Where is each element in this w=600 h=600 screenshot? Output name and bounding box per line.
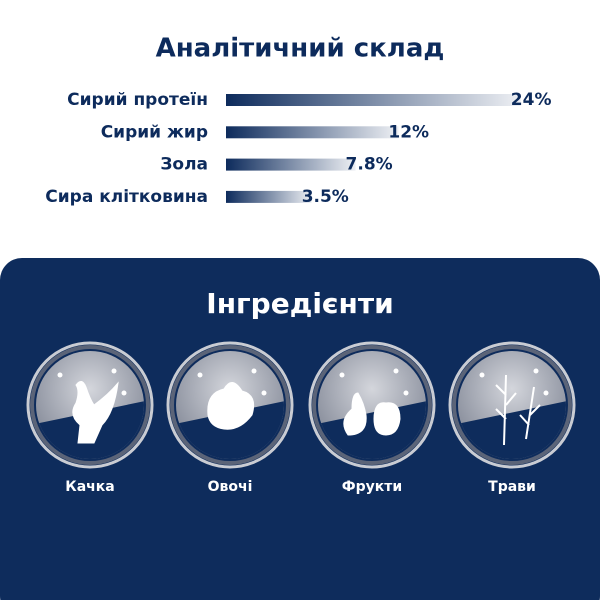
icon-dot bbox=[121, 390, 127, 396]
icon-ring bbox=[452, 345, 572, 465]
ingredients-panel bbox=[0, 258, 600, 600]
ingredient-icon bbox=[166, 341, 294, 469]
icon-dot bbox=[251, 368, 257, 374]
ingredient-icon bbox=[448, 341, 576, 469]
bar bbox=[226, 190, 312, 203]
icon-dot bbox=[261, 390, 267, 396]
icon-dot bbox=[403, 390, 409, 396]
value-label: 24% bbox=[511, 90, 552, 110]
icon-dot bbox=[479, 372, 485, 378]
icon-shape bbox=[495, 374, 541, 446]
icon-ring bbox=[170, 345, 290, 465]
ingredient-icon bbox=[308, 341, 436, 469]
category-label: Сирий протеїн bbox=[67, 90, 208, 110]
icon-ground bbox=[318, 400, 426, 459]
section-title: Інгредієнти bbox=[206, 287, 393, 320]
ingredient-label: Качка bbox=[65, 479, 114, 495]
icon-ground bbox=[458, 400, 566, 459]
section-title: Аналітичний склад bbox=[156, 34, 445, 64]
value-label: 3.5% bbox=[302, 187, 349, 207]
icon-shape bbox=[343, 392, 401, 436]
icon-dot bbox=[111, 368, 117, 374]
icon-ground bbox=[176, 400, 284, 459]
ingredient-label: Овочі bbox=[208, 479, 253, 495]
category-label: Сирий жир bbox=[101, 122, 208, 142]
value-label: 12% bbox=[388, 122, 429, 142]
value-label: 7.8% bbox=[346, 155, 393, 175]
icon-dot bbox=[197, 372, 203, 378]
icon-dot bbox=[533, 368, 539, 374]
category-label: Сира клітковина bbox=[45, 187, 208, 207]
category-label: Зола bbox=[160, 155, 208, 175]
icon-ring bbox=[30, 345, 150, 465]
icon-dot bbox=[57, 372, 63, 378]
icon-shape bbox=[207, 382, 255, 430]
icon-shape bbox=[72, 381, 119, 444]
bar bbox=[226, 94, 521, 106]
bar bbox=[226, 158, 356, 171]
ingredient-icon bbox=[26, 341, 154, 469]
icon-ring bbox=[312, 345, 432, 465]
icon-dot bbox=[543, 390, 549, 396]
ingredient-label: Фрукти bbox=[342, 479, 402, 495]
ingredient-label: Трави bbox=[488, 479, 536, 495]
bar bbox=[226, 126, 399, 139]
icon-dot bbox=[393, 368, 399, 374]
icon-dot bbox=[339, 372, 345, 378]
